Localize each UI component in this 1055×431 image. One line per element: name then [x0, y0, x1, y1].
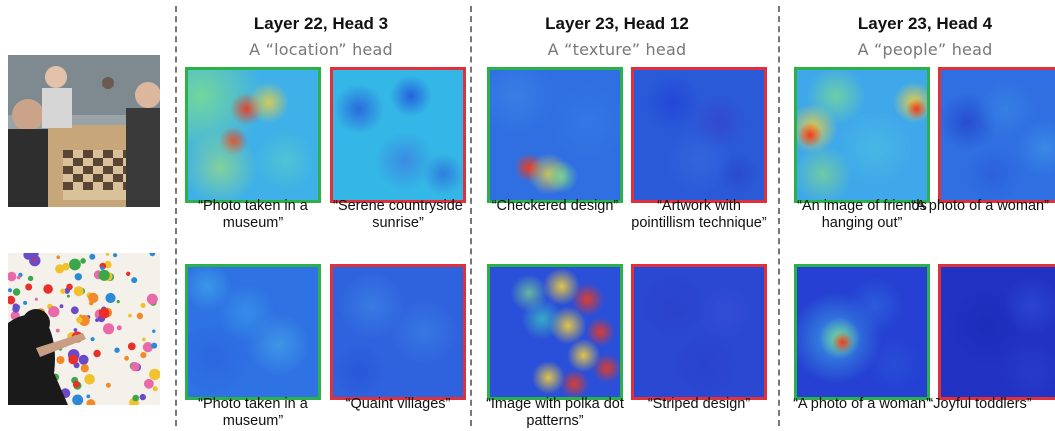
caption-positive: “A photo of a woman” [793, 396, 931, 412]
caption-negative: “Quaint villages” [345, 396, 451, 412]
heatmap-negative [330, 67, 466, 203]
heatmap-positive [185, 264, 321, 400]
caption-negative: “Joyful toddlers” [928, 396, 1032, 412]
group-divider [470, 6, 472, 426]
source-photo-chess-players [8, 55, 160, 207]
heatmap-negative [631, 264, 767, 400]
caption-positive: “Image with polka dot patterns” [486, 396, 624, 429]
group-subtitle: A “texture” head [547, 40, 687, 59]
heatmap-positive [185, 67, 321, 203]
heatmap-negative [938, 67, 1055, 203]
heatmap-negative [631, 67, 767, 203]
caption-negative: “Serene countryside sunrise” [333, 198, 463, 231]
heatmap-negative [938, 264, 1055, 400]
heatmap-positive [794, 67, 930, 203]
group-title: Layer 23, Head 12 [545, 14, 689, 33]
caption-positive: “An image of friends hanging out” [797, 198, 927, 231]
group-divider [175, 6, 177, 426]
heatmap-negative [330, 264, 466, 400]
caption-positive: “Checkered design” [491, 198, 619, 214]
heatmap-positive [794, 264, 930, 400]
heatmap-positive [487, 67, 623, 203]
caption-positive: “Photo taken in a museum” [198, 198, 308, 231]
caption-negative: “Artwork with pointillism technique” [631, 198, 767, 231]
heatmap-positive [487, 264, 623, 400]
group-title: Layer 23, Head 4 [857, 14, 993, 33]
caption-negative: “A photo of a woman” [911, 198, 1049, 214]
caption-positive: “Photo taken in a museum” [198, 396, 308, 429]
group-divider [778, 6, 780, 426]
group-subtitle: A “location” head [249, 40, 393, 59]
group-subtitle: A “people” head [857, 40, 993, 59]
source-photo-polka-dot-room [8, 253, 160, 405]
caption-negative: “Striped design” [647, 396, 751, 412]
group-title: Layer 22, Head 3 [253, 14, 389, 33]
